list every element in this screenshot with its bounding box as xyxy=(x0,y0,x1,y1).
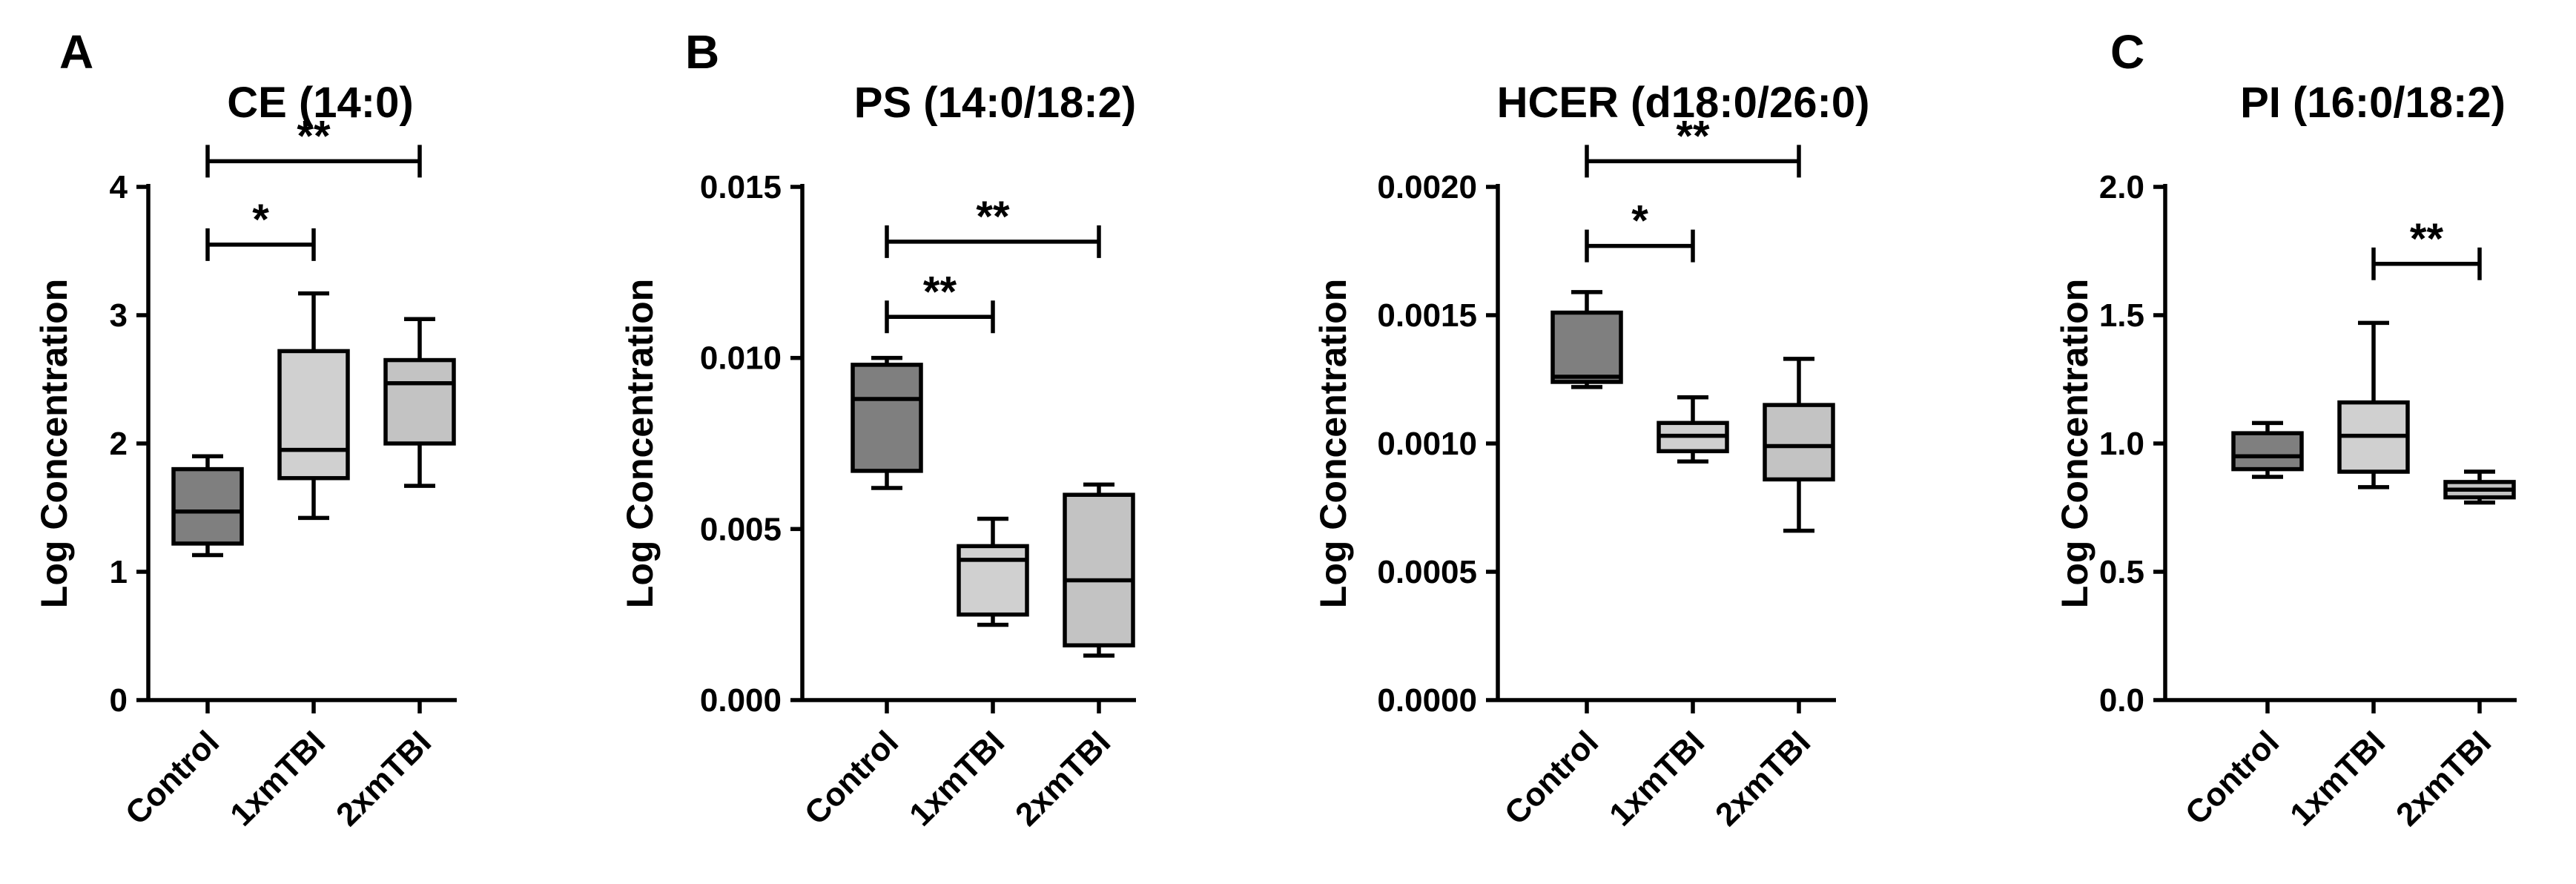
x-tick-label: Control xyxy=(1498,724,1605,831)
significance-label: ** xyxy=(923,268,957,316)
chart-title: PS (14:0/18:2) xyxy=(854,79,1136,127)
x-tick-label: 1xmTBI xyxy=(902,724,1011,833)
chart-panel-pi: PI (16:0/18:2) Log Concentration 0.0 0.5 1.0… xyxy=(2054,79,2517,833)
box-control xyxy=(171,466,244,546)
panel-letter-a: A xyxy=(59,25,93,79)
y-tick-label: 3 xyxy=(110,297,128,334)
x-tick-label: 2xmTBI xyxy=(329,724,438,833)
x-tick-label: 2xmTBI xyxy=(2389,724,2498,833)
y-tick-label: 0.0010 xyxy=(1377,426,1477,462)
significance-label: * xyxy=(1631,197,1648,245)
y-axis-label: Log Concentration xyxy=(33,279,75,608)
y-axis-label: Log Concentration xyxy=(2054,279,2096,608)
y-tick-label: 0 xyxy=(110,682,128,719)
box-control xyxy=(851,363,923,473)
y-tick-label: 0.0015 xyxy=(1377,297,1477,334)
chart-panel-hcer: HCER (d18:0/26:0) Log Concentration 0.0000… xyxy=(1312,79,1869,833)
panel-letter-c: C xyxy=(2110,25,2144,79)
y-tick-label: 0.0005 xyxy=(1377,554,1477,590)
x-tick-label: 2xmTBI xyxy=(1708,724,1817,833)
y-tick-label: 1.5 xyxy=(2099,297,2144,334)
box-2xmtbi xyxy=(1063,492,1135,647)
y-tick-label: 0.000 xyxy=(700,682,782,719)
box-control xyxy=(2231,431,2304,472)
significance-label: ** xyxy=(1676,112,1710,160)
chart-title: CE (14:0) xyxy=(227,79,413,127)
chart-panel-ce: CE (14:0) Log Concentration 0 1 2 3 4 Control1x… xyxy=(33,79,457,833)
x-tick-label: Control xyxy=(798,724,905,831)
y-axis-label: Log Concentration xyxy=(619,279,661,608)
x-tick-label: 1xmTBI xyxy=(2283,724,2392,833)
significance-label: * xyxy=(252,196,269,244)
box-1xmtbi xyxy=(277,349,350,481)
panel-letter-b: B xyxy=(685,25,719,79)
y-tick-label: 1.0 xyxy=(2099,426,2144,462)
y-tick-label: 2 xyxy=(110,426,128,462)
x-tick-label: 1xmTBI xyxy=(1602,724,1711,833)
y-tick-label: 0.010 xyxy=(700,340,782,377)
y-tick-label: 0.5 xyxy=(2099,554,2144,590)
y-tick-label: 0.005 xyxy=(700,511,782,547)
y-tick-label: 0.015 xyxy=(700,169,782,205)
significance-label: ** xyxy=(2410,215,2444,263)
chart-title: HCER (d18:0/26:0) xyxy=(1497,79,1870,127)
y-tick-label: 0.0000 xyxy=(1377,682,1477,719)
significance-label: ** xyxy=(976,193,1010,241)
x-tick-label: Control xyxy=(2179,724,2286,831)
x-tick-label: 2xmTBI xyxy=(1008,724,1117,833)
chart-title: PI (16:0/18:2) xyxy=(2240,79,2506,127)
box-2xmtbi xyxy=(1763,403,1835,482)
y-tick-label: 4 xyxy=(110,169,128,205)
significance-label: ** xyxy=(297,112,331,160)
x-tick-label: Control xyxy=(119,724,226,831)
chart-panel-ps: PS (14:0/18:2) Log Concentration 0.000 0.00… xyxy=(619,79,1136,833)
x-tick-label: 1xmTBI xyxy=(223,724,332,833)
box-control xyxy=(1550,310,1623,384)
y-tick-label: 0.0020 xyxy=(1377,169,1477,205)
y-tick-label: 1 xyxy=(110,554,128,590)
box-2xmtbi xyxy=(383,357,456,446)
y-axis-label: Log Concentration xyxy=(1312,279,1354,608)
box-1xmtbi xyxy=(957,544,1029,617)
y-tick-label: 0.0 xyxy=(2099,682,2144,719)
y-tick-label: 2.0 xyxy=(2099,169,2144,205)
